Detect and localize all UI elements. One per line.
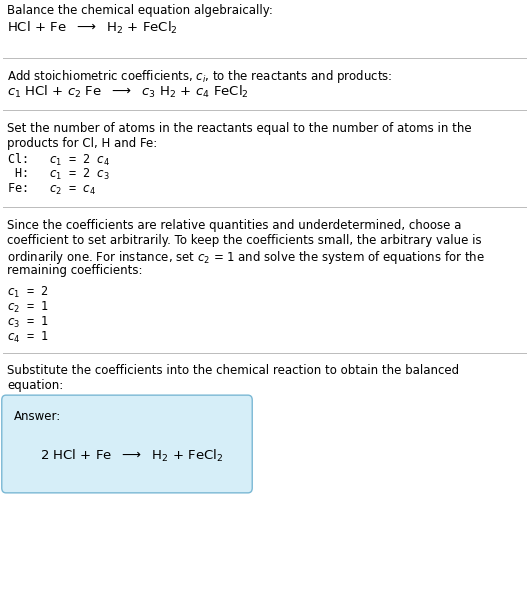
Text: $c_3$ = 1: $c_3$ = 1: [7, 315, 49, 330]
Text: Substitute the coefficients into the chemical reaction to obtain the balanced: Substitute the coefficients into the che…: [7, 364, 459, 377]
Text: Fe:   $c_2$ = $c_4$: Fe: $c_2$ = $c_4$: [7, 182, 96, 197]
Text: 2 HCl + Fe  $\longrightarrow$  H$_2$ + FeCl$_2$: 2 HCl + Fe $\longrightarrow$ H$_2$ + FeC…: [40, 448, 223, 464]
Text: $c_4$ = 1: $c_4$ = 1: [7, 330, 49, 345]
Text: H:   $c_1$ = 2 $c_3$: H: $c_1$ = 2 $c_3$: [7, 167, 110, 182]
Text: equation:: equation:: [7, 379, 63, 392]
Text: remaining coefficients:: remaining coefficients:: [7, 264, 142, 277]
Text: Since the coefficients are relative quantities and underdetermined, choose a: Since the coefficients are relative quan…: [7, 219, 461, 232]
Text: $c_2$ = 1: $c_2$ = 1: [7, 300, 49, 315]
Text: Answer:: Answer:: [14, 410, 61, 423]
Text: ordinarily one. For instance, set $c_2$ = 1 and solve the system of equations fo: ordinarily one. For instance, set $c_2$ …: [7, 249, 485, 266]
Text: Balance the chemical equation algebraically:: Balance the chemical equation algebraica…: [7, 4, 273, 17]
Text: $c_1$ HCl + $c_2$ Fe  $\longrightarrow$  $c_3$ H$_2$ + $c_4$ FeCl$_2$: $c_1$ HCl + $c_2$ Fe $\longrightarrow$ $…: [7, 84, 249, 100]
Text: Cl:   $c_1$ = 2 $c_4$: Cl: $c_1$ = 2 $c_4$: [7, 152, 110, 168]
Text: Set the number of atoms in the reactants equal to the number of atoms in the: Set the number of atoms in the reactants…: [7, 122, 472, 135]
Text: Add stoichiometric coefficients, $c_i$, to the reactants and products:: Add stoichiometric coefficients, $c_i$, …: [7, 68, 393, 85]
Text: products for Cl, H and Fe:: products for Cl, H and Fe:: [7, 137, 157, 150]
Text: coefficient to set arbitrarily. To keep the coefficients small, the arbitrary va: coefficient to set arbitrarily. To keep …: [7, 234, 481, 247]
Text: HCl + Fe  $\longrightarrow$  H$_2$ + FeCl$_2$: HCl + Fe $\longrightarrow$ H$_2$ + FeCl$…: [7, 20, 178, 36]
FancyBboxPatch shape: [2, 395, 252, 493]
Text: $c_1$ = 2: $c_1$ = 2: [7, 285, 48, 300]
